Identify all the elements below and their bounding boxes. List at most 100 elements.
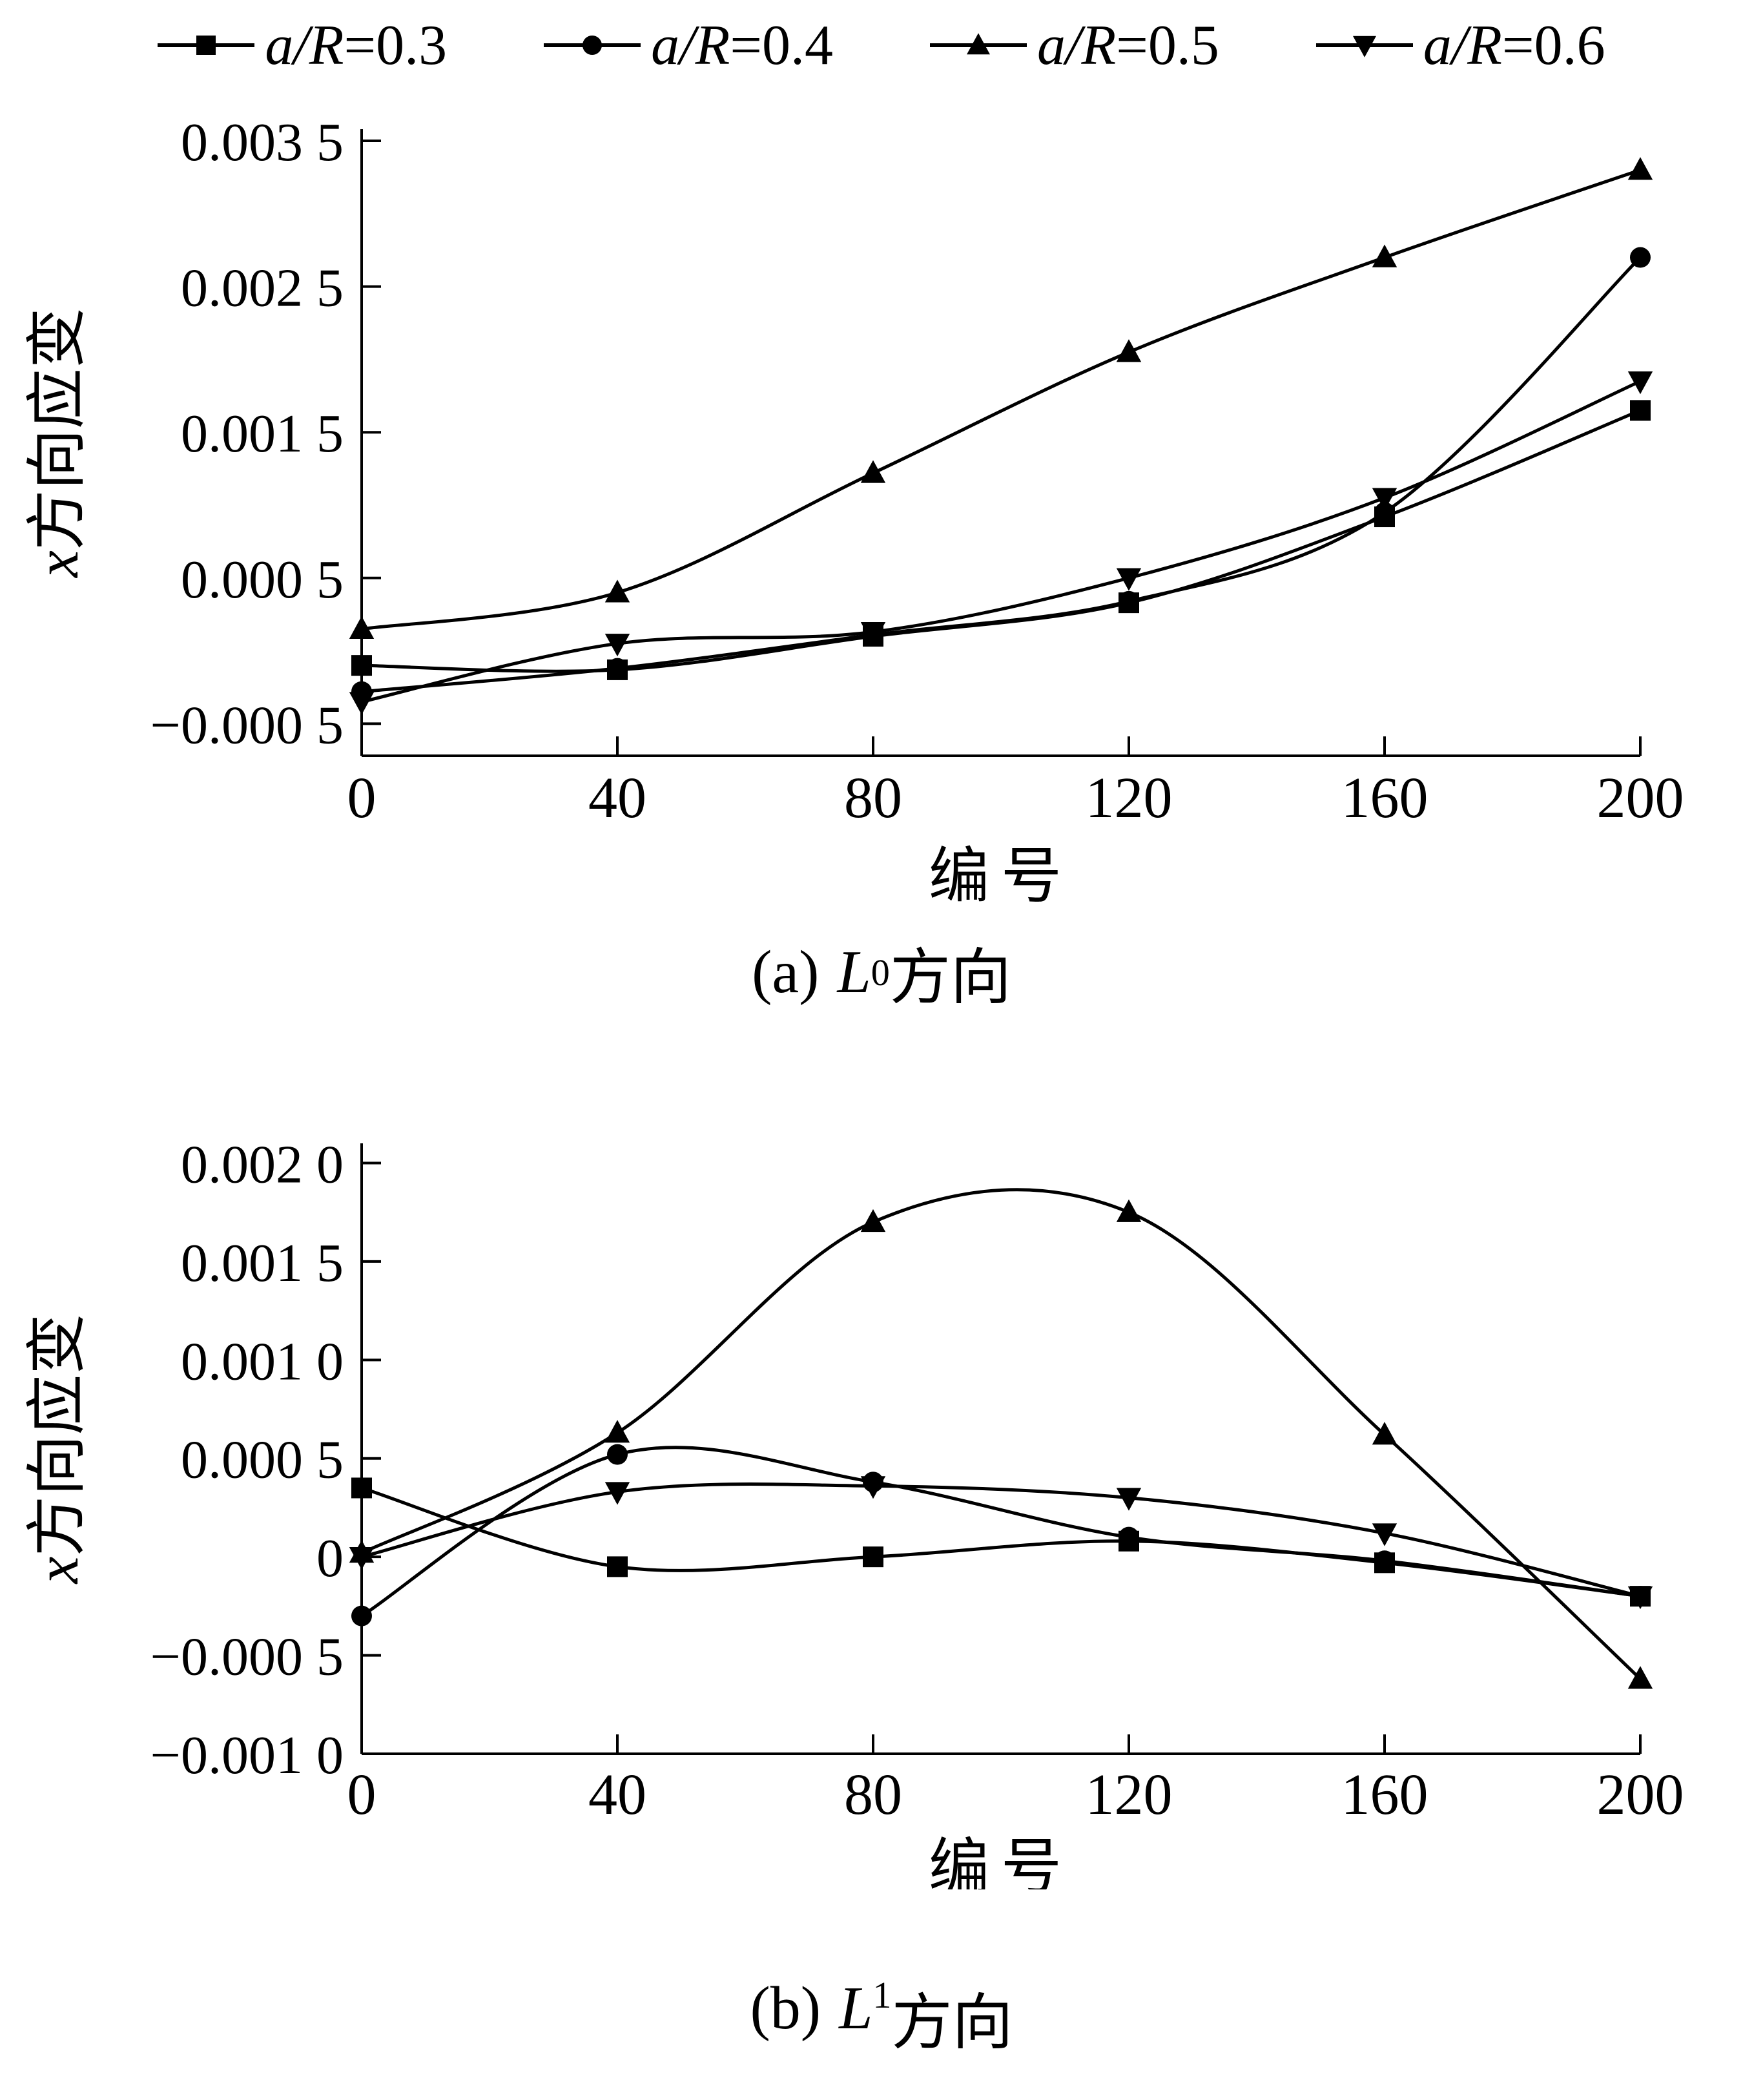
series-line-circle [361, 256, 1642, 694]
triangle-down-marker-icon [860, 622, 886, 645]
caption-b-subscript: 1 [872, 1974, 892, 2016]
legend-label-value: =0.4 [730, 14, 833, 77]
caption-a-suffix: 方向 [889, 944, 1011, 1012]
x-tick-label: 160 [1341, 1763, 1428, 1827]
y-tick-label: 0.000 5 [181, 550, 344, 610]
legend-item-square: a/R=0.3 [158, 13, 447, 78]
x-axis-title: 编号 [929, 1834, 1073, 1889]
triangle-down-marker-icon [604, 1482, 630, 1505]
triangle-down-marker-icon [1352, 36, 1376, 57]
x-axis-title: 编号 [929, 843, 1073, 910]
triangle-down-marker-icon [1627, 371, 1653, 395]
series-line-triangle-up [360, 1188, 1642, 1680]
y-tick-label: −0.001 0 [150, 1725, 344, 1785]
legend-label-italic: a/R [265, 14, 344, 77]
triangle-up-marker-icon [1627, 1666, 1653, 1689]
legend-label: a/R=0.4 [651, 13, 833, 78]
triangle-down-marker-icon [1627, 1586, 1653, 1610]
legend-item-circle: a/R=0.4 [544, 13, 833, 78]
y-tick-label: 0 [316, 1528, 344, 1588]
legend-item-triangle-up: a/R=0.5 [930, 13, 1219, 78]
caption-b-prefix: (b) [750, 1975, 821, 2042]
legend-label: a/R=0.5 [1037, 13, 1219, 78]
circle-marker-icon [1374, 1550, 1395, 1572]
legend-item-triangle-down: a/R=0.6 [1315, 13, 1605, 78]
triangle-down-marker-icon [860, 1476, 886, 1499]
legend-label: a/R=0.3 [265, 13, 447, 78]
triangle-down-marker-icon [349, 1546, 375, 1570]
legend-label-italic: a/R [651, 14, 730, 77]
triangle-up-marker-icon [1372, 1422, 1397, 1445]
circle-marker-icon [1119, 590, 1139, 612]
chart-a: 0.003 5 0.002 5 0.001 5 0.000 5 −0.000 50 40 8… [24, 112, 1684, 910]
triangle-down-marker-icon [604, 634, 630, 657]
triangle-down-marker-icon [349, 692, 375, 715]
triangle-up-marker-icon [349, 616, 375, 639]
square-marker-icon [1630, 400, 1651, 421]
series-line-square [361, 409, 1641, 673]
circle-marker-icon [1374, 502, 1395, 523]
x-tick-label: 0 [347, 766, 376, 830]
chart-a-caption: (a) L 0 方向 [0, 917, 1763, 1027]
triangle-up-marker-icon [1116, 339, 1142, 362]
legend-label-value: =0.6 [1502, 14, 1605, 77]
y-tick-label: 0.001 5 [181, 404, 344, 464]
y-tick-label: 0.002 5 [181, 258, 344, 318]
triangle-down-marker-icon [1372, 1523, 1397, 1546]
caption-b-letter: L [839, 1975, 873, 2042]
triangle-up-marker-icon [1116, 1199, 1142, 1222]
legend-label-italic: a/R [1423, 14, 1503, 77]
triangle-down-marker-icon [1372, 488, 1397, 511]
legend-label-value: =0.5 [1116, 14, 1219, 77]
x-tick-label: 200 [1597, 1763, 1684, 1827]
series-line-square [361, 1486, 1641, 1598]
y-tick-label: 0.003 5 [181, 112, 344, 172]
triangle-up-marker-icon [604, 1420, 630, 1443]
square-marker-icon [351, 655, 372, 676]
chart-b-caption: (b) L 1 方向 [0, 1889, 1763, 2100]
square-legend-glyph [158, 36, 255, 55]
square-marker-icon [196, 36, 216, 55]
chart-b: 0.002 0 0.001 5 0.001 0 0.000 5 0 −0.000 5 −0.… [24, 1134, 1684, 1889]
x-tick-label: 80 [844, 766, 902, 830]
x-tick-label: 120 [1086, 1763, 1173, 1827]
square-marker-icon [351, 1477, 372, 1499]
y-tick-label: 0.002 0 [181, 1134, 344, 1194]
y-tick-label: 0.001 0 [181, 1331, 344, 1391]
triangle-up-marker-icon [860, 1209, 886, 1232]
circle-marker-icon [351, 1605, 372, 1627]
series-line-triangle-down [361, 379, 1642, 703]
triangle-up-marker-icon [604, 579, 630, 603]
triangle-up-marker-icon [1627, 157, 1653, 180]
x-tick-label: 0 [347, 1763, 376, 1827]
legend: a/R=0.3 a/R=0.4 a/R=0.5 a/R=0.6 [0, 0, 1763, 84]
legend-label-italic: a/R [1037, 14, 1117, 77]
y-tick-label: −0.000 5 [150, 1627, 344, 1687]
caption-a-prefix: (a) [752, 939, 820, 1006]
triangle-down-legend-glyph [1315, 36, 1413, 57]
x-tick-label: 40 [588, 1763, 646, 1827]
caption-b-suffix: 方向 [891, 1990, 1013, 2057]
triangle-down-marker-icon [1116, 1488, 1142, 1511]
caption-a-letter: L [837, 939, 871, 1006]
circle-marker-icon [1119, 1526, 1139, 1548]
y-tick-label: −0.000 5 [150, 695, 344, 755]
circle-marker-icon [607, 1444, 628, 1465]
y-axis-title: x方向应变 [24, 307, 91, 579]
circle-marker-icon [607, 658, 628, 679]
legend-label: a/R=0.6 [1423, 13, 1605, 78]
circle-marker-icon [1630, 247, 1651, 268]
circle-marker-icon [583, 36, 603, 55]
circle-legend-glyph [544, 36, 641, 55]
triangle-down-marker-icon [1116, 568, 1142, 591]
square-marker-icon [607, 1556, 628, 1577]
x-tick-label: 200 [1597, 766, 1684, 830]
triangle-up-marker-icon [1372, 244, 1397, 267]
x-tick-label: 80 [844, 1763, 902, 1827]
legend-label-value: =0.3 [344, 14, 448, 77]
series-line-circle [360, 1446, 1641, 1617]
y-tick-label: 0.001 5 [181, 1233, 344, 1293]
y-tick-label: 0.000 5 [181, 1430, 344, 1490]
series-line-triangle-down [361, 1482, 1641, 1598]
